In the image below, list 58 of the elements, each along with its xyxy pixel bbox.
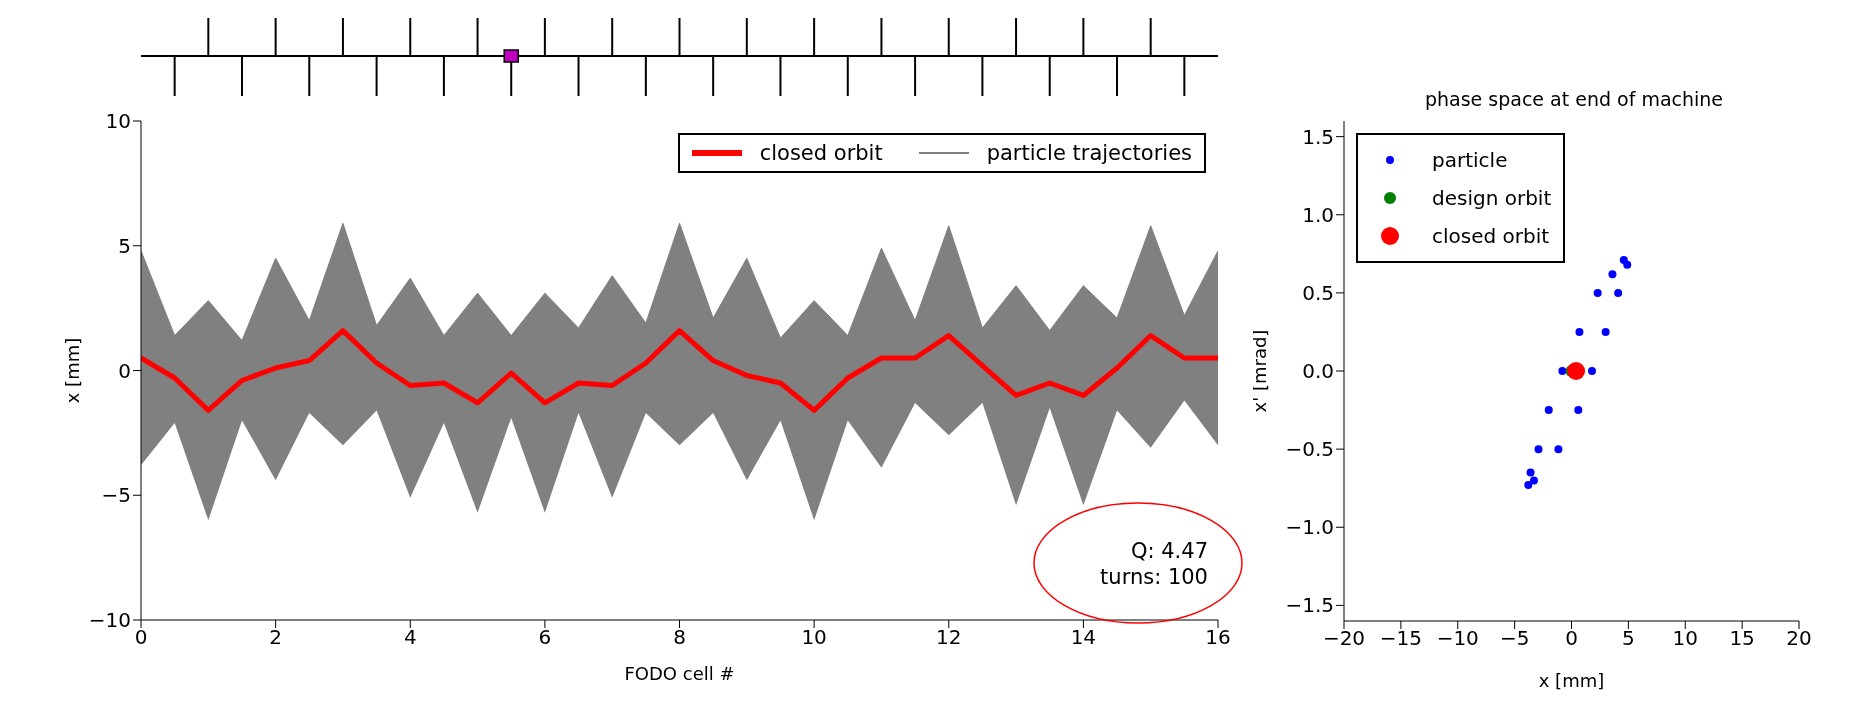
x-tick-label: −5 xyxy=(1499,626,1530,651)
x-tick-label: 6 xyxy=(538,625,552,650)
y-axis-title: x' [mrad] xyxy=(1249,329,1271,413)
annotation: turns: 100 xyxy=(1100,564,1208,590)
point xyxy=(1544,406,1553,415)
point xyxy=(1524,481,1533,490)
point xyxy=(1601,327,1610,336)
legend-label: particle xyxy=(1432,148,1508,172)
point xyxy=(1554,445,1563,454)
y-tick-label: 0.5 xyxy=(1302,280,1334,305)
point xyxy=(1534,445,1543,454)
y-tick-label: −1.5 xyxy=(1285,593,1334,618)
x-tick-label: 10 xyxy=(801,625,827,650)
point xyxy=(1614,288,1623,297)
y-tick-label: 10 xyxy=(105,109,131,134)
x-tick-label: 15 xyxy=(1729,626,1755,651)
x-tick-label: 0 xyxy=(1565,626,1578,651)
x-tick-label: 12 xyxy=(936,625,962,650)
x-tick-label: 14 xyxy=(1070,625,1097,650)
point xyxy=(1567,362,1586,380)
point xyxy=(1623,260,1632,269)
x-tick-label: 20 xyxy=(1786,626,1812,651)
y-tick-label: −5 xyxy=(101,483,131,508)
legend-label: particle trajectories xyxy=(986,141,1192,165)
y-tick-label: 5 xyxy=(118,233,131,258)
legend-label: design orbit xyxy=(1432,186,1552,210)
chart-title: phase space at end of machine xyxy=(1423,88,1725,110)
x-tick-label: −20 xyxy=(1322,626,1366,651)
point xyxy=(1587,367,1596,375)
point xyxy=(1574,406,1583,415)
y-tick-label: −0.5 xyxy=(1285,437,1334,462)
point xyxy=(1593,288,1602,297)
annotation: Q: 4.47 xyxy=(1129,538,1208,564)
x-tick-label: 0 xyxy=(134,625,148,650)
point xyxy=(1608,270,1617,279)
x-tick-label: 5 xyxy=(1622,626,1635,651)
point xyxy=(1526,468,1535,477)
y-tick-label: −1.0 xyxy=(1285,515,1334,540)
y-tick-label: 1.0 xyxy=(1302,202,1334,227)
x-tick-label: −10 xyxy=(1436,626,1479,651)
point xyxy=(1558,367,1567,375)
point xyxy=(1575,327,1584,336)
y-tick-label: 0 xyxy=(118,358,131,383)
x-axis-title: FODO cell # xyxy=(624,663,735,684)
y-tick-label: 1.5 xyxy=(1302,124,1334,149)
x-tick-label: 16 xyxy=(1205,625,1231,650)
x-tick-label: −15 xyxy=(1379,626,1422,651)
point xyxy=(1529,476,1538,485)
x-tick-label: 2 xyxy=(269,625,282,650)
legend-label: closed orbit xyxy=(759,141,883,165)
x-tick-label: 8 xyxy=(673,625,686,650)
y-tick-label: 0.0 xyxy=(1302,359,1334,384)
legend-label: closed orbit xyxy=(1432,224,1550,248)
y-axis-title: x [mm] xyxy=(62,337,84,404)
x-tick-label: 4 xyxy=(403,625,417,650)
y-tick-label: −10 xyxy=(88,608,131,633)
x-axis-title: x [mm] xyxy=(1538,670,1605,691)
x-tick-label: 10 xyxy=(1672,626,1698,651)
